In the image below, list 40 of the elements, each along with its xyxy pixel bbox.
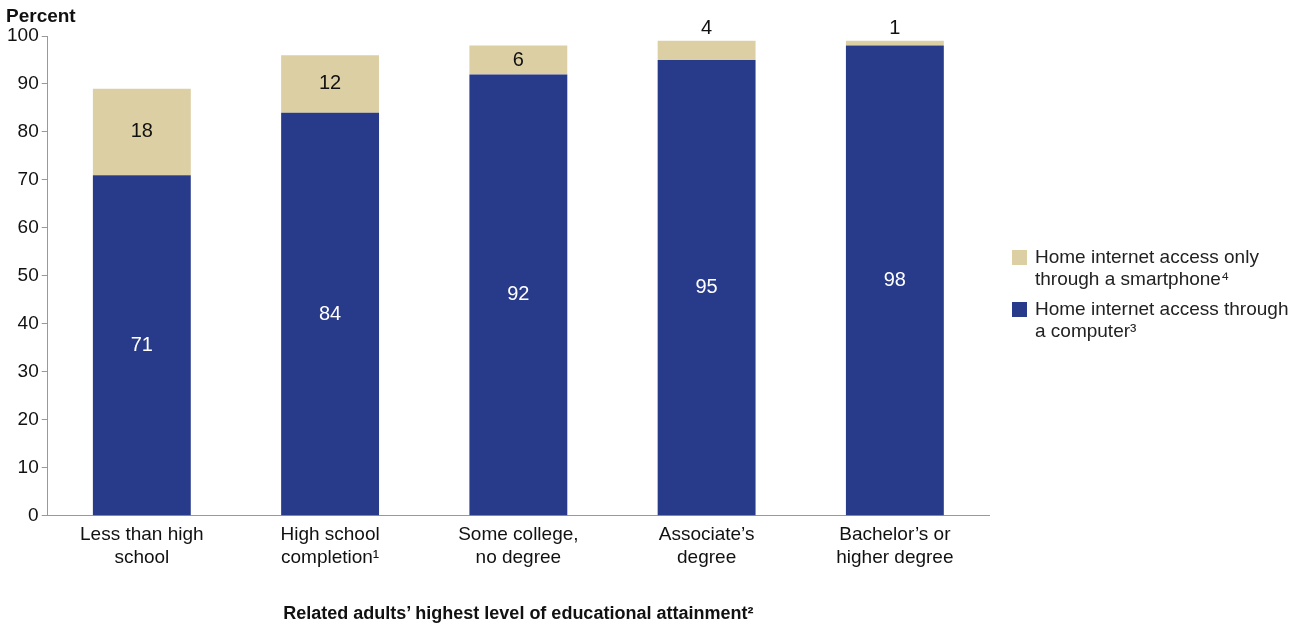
bar [469, 45, 568, 75]
data-label: 1 [889, 16, 901, 39]
y-tick-label: 0 [28, 504, 39, 526]
data-label: 98 [883, 267, 906, 290]
y-tick-label: 100 [7, 24, 39, 46]
bar [281, 112, 380, 516]
bar [92, 175, 191, 516]
bar [657, 40, 756, 60]
data-label: 18 [130, 119, 153, 142]
data-label: 95 [695, 275, 718, 298]
bar [845, 45, 944, 516]
data-label: 92 [507, 282, 530, 305]
y-tick-label: 10 [17, 456, 39, 478]
data-label: 4 [701, 16, 713, 39]
bar [657, 59, 756, 516]
bar [845, 40, 944, 46]
bar [469, 74, 568, 516]
bar [92, 88, 191, 176]
legend-label: Home internet access through a computer³ [1035, 298, 1290, 342]
data-label: 12 [318, 71, 342, 94]
x-tick-label: Less than high school [80, 523, 204, 568]
y-tick-label: 30 [17, 360, 39, 382]
x-tick-label: High school completion¹ [280, 523, 380, 568]
y-tick-label: 20 [17, 408, 39, 430]
y-tick-label: 80 [17, 120, 39, 142]
legend-label: Home internet access only through a smartphone⁴ [1035, 246, 1260, 290]
data-label: 71 [130, 332, 153, 355]
x-tick-label: Bachelor’s or higher degree [836, 523, 954, 568]
y-tick-label: 70 [17, 168, 39, 190]
data-label: 6 [512, 47, 524, 70]
x-tick-label: Associate’s degree [658, 523, 755, 568]
bar [281, 55, 380, 113]
x-tick-label: Some college, no degree [458, 523, 579, 568]
y-tick-label: 40 [17, 312, 39, 334]
y-tick-label: 50 [17, 264, 39, 286]
x-axis-title: Related adults’ highest level of educational attainment² [283, 603, 754, 624]
y-tick-label: 90 [17, 72, 39, 94]
y-axis-title: Percent [6, 4, 77, 26]
y-tick-label: 60 [17, 216, 39, 238]
data-label: 84 [318, 301, 342, 324]
